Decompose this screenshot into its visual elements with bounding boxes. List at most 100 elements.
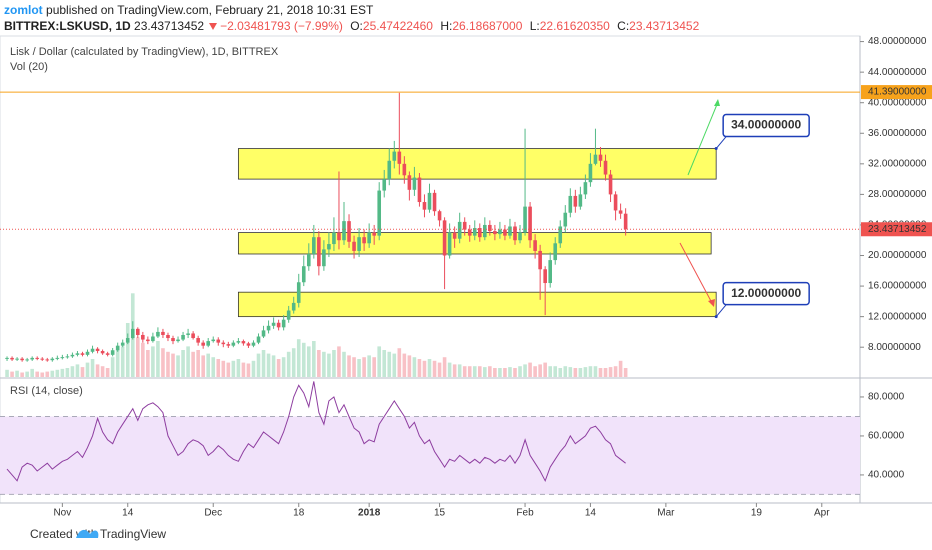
candle-body <box>45 359 50 361</box>
candle-body <box>90 348 95 352</box>
candle-body <box>538 250 542 270</box>
level-box <box>237 291 717 318</box>
volume-bar <box>407 355 412 377</box>
volume-bar <box>573 368 578 377</box>
last-price: 23.43713452 <box>134 19 205 33</box>
last-price-label: 23.43713452 <box>868 224 927 235</box>
header-line-2: BITTREX:LSKUSD, 1D 23.43713452 −2.0348179… <box>4 18 699 34</box>
candle-body <box>75 353 80 355</box>
volume-bar <box>171 353 175 377</box>
candle-body <box>563 212 568 227</box>
volume-bar <box>332 350 336 377</box>
volume-bar <box>246 363 251 377</box>
published: published on TradingView.com, February 2… <box>46 3 374 17</box>
volume-bar <box>191 351 195 377</box>
change: −2.03481793 (−7.99%) <box>220 19 343 33</box>
candle-body <box>533 240 537 251</box>
volume-bar <box>261 350 266 377</box>
candle-body <box>60 357 65 359</box>
candle-body <box>442 220 447 256</box>
x-tick-label: Apr <box>814 508 830 519</box>
candle-body <box>367 232 371 244</box>
volume-bar <box>598 368 603 377</box>
candle-body <box>493 231 497 235</box>
volume-bar <box>216 359 221 377</box>
down-arrow <box>679 242 713 304</box>
y-tick-label: 12.00000000 <box>868 311 927 322</box>
y-tick-label: 36.00000000 <box>868 128 927 139</box>
down-arrow-head <box>708 299 715 307</box>
volume-bar <box>493 368 497 377</box>
candle-body <box>437 211 442 221</box>
volume-bar <box>362 357 366 377</box>
volume-bar <box>105 368 110 377</box>
candle-body <box>317 237 321 267</box>
ohlc-key: C: <box>617 19 630 33</box>
candle-body <box>578 194 583 207</box>
candle-body <box>236 341 241 343</box>
volume-bar <box>281 357 286 377</box>
x-tick-label: 2018 <box>358 508 381 519</box>
y-tick-label: 44.00000000 <box>868 67 927 78</box>
volume-bar <box>608 367 613 377</box>
rsi-band <box>0 416 860 495</box>
volume-bar <box>85 362 90 377</box>
volume-bar <box>296 339 301 377</box>
volume-bar <box>357 359 361 377</box>
candle-body <box>246 343 251 346</box>
volume-bar <box>417 359 422 377</box>
candle-body <box>125 338 130 343</box>
ohlc-value: 23.43713452 <box>629 19 700 33</box>
chart-title: Lisk / Dollar (calculated by TradingView… <box>10 46 279 58</box>
y-tick-label: 20.00000000 <box>868 250 927 261</box>
volume-bar <box>251 360 256 377</box>
candle-body <box>191 333 195 339</box>
callout-pointer <box>715 304 727 317</box>
volume-bar <box>387 351 392 377</box>
author[interactable]: zomlot <box>4 3 43 17</box>
volume-bar <box>472 366 477 377</box>
volume-bar <box>125 323 130 377</box>
candle-body <box>156 331 160 337</box>
candle-body <box>312 237 316 254</box>
candle-body <box>618 210 623 214</box>
volume-bar <box>70 366 75 377</box>
candle-body <box>322 249 326 267</box>
footer-brand[interactable]: TradingView <box>100 527 166 541</box>
volume-bar <box>266 353 271 377</box>
volume-bar <box>377 346 382 377</box>
candle-body <box>201 342 205 346</box>
drawing-arrows <box>679 99 720 307</box>
volume-bar <box>35 371 40 377</box>
x-tick-label: 18 <box>293 508 305 519</box>
candle-body <box>518 232 522 241</box>
candle-body <box>55 357 60 359</box>
candle-body <box>25 359 29 361</box>
volume-bar <box>392 353 397 377</box>
candle-body <box>498 229 502 235</box>
volume-bar <box>457 364 462 377</box>
rsi-title: RSI (14, close) <box>10 385 83 397</box>
candle-body <box>136 328 140 335</box>
volume-bar <box>382 350 387 377</box>
candle-body <box>613 194 618 211</box>
candle-body <box>276 322 281 328</box>
x-tick-label: 15 <box>434 508 446 519</box>
candle-body <box>432 192 437 212</box>
header: zomlot published on TradingView.com, Feb… <box>4 2 699 34</box>
candle-body <box>508 226 512 236</box>
volume-bar <box>95 364 100 377</box>
ohlc-value: 22.61620350 <box>539 19 610 33</box>
candle-body <box>427 192 432 210</box>
ohlc-value: 25.47422460 <box>362 19 433 33</box>
candle-body <box>503 229 507 236</box>
volume-bar <box>367 355 371 377</box>
candle-body <box>573 195 578 207</box>
candle-body <box>377 190 382 236</box>
rsi-line <box>6 381 626 483</box>
candle-body <box>20 358 24 361</box>
callout-box <box>722 113 810 138</box>
volume-bar <box>201 355 205 377</box>
candle-body <box>151 336 155 342</box>
